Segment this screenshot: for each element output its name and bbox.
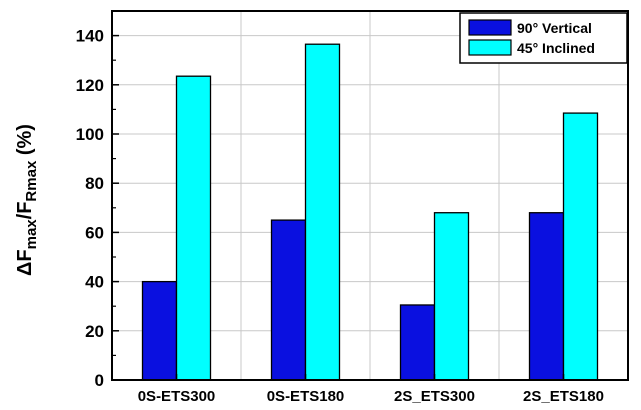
legend-label-vertical: 90° Vertical [517,20,592,36]
y-axis: 0 20 40 60 80 100 120 140 [76,27,119,390]
legend: 90° Vertical 45° Inclined [459,12,628,64]
y-title-sub2: Rmax [23,160,40,202]
x-tick-label: 0S-ETS180 [267,388,345,405]
x-tick-label: 2S_ETS300 [394,388,475,405]
y-tick-label: 20 [85,322,104,341]
legend-swatch-inclined [468,39,512,56]
y-title-prefix: ΔF [14,249,36,276]
bar-vertical-0s-ets300 [141,280,178,381]
y-tick-label: 0 [95,371,104,390]
y-tick-label: 100 [76,125,104,144]
x-axis: 0S-ETS300 0S-ETS180 2S_ETS300 2S_ETS180 [138,374,604,405]
bar-inclined-0s-ets180 [304,43,341,381]
bar-vertical-0s-ets180 [270,219,307,381]
y-title-suffix: (%) [14,124,36,161]
bar-inclined-2s_ets300 [433,212,470,381]
x-tick-label: 2S_ETS180 [523,388,604,405]
y-tick-label: 120 [76,76,104,95]
y-axis-title: ΔFmax/FRmax (%) [14,124,40,276]
bar-vertical-2s_ets300 [399,304,436,381]
legend-swatch-vertical [468,19,512,36]
bar-inclined-0s-ets300 [175,75,212,381]
y-tick-label: 80 [85,174,104,193]
x-tick-label: 0S-ETS300 [138,388,216,405]
y-title-sub1: max [23,219,40,250]
y-tick-label: 40 [85,273,104,292]
y-title-mid: /F [14,202,36,220]
plot-area-frame [111,10,629,381]
y-tick-label: 140 [76,27,104,46]
bar-vertical-2s_ets180 [528,212,565,381]
legend-label-inclined: 45° Inclined [517,40,595,56]
bar-inclined-2s_ets180 [562,112,599,381]
y-tick-label: 60 [85,223,104,242]
